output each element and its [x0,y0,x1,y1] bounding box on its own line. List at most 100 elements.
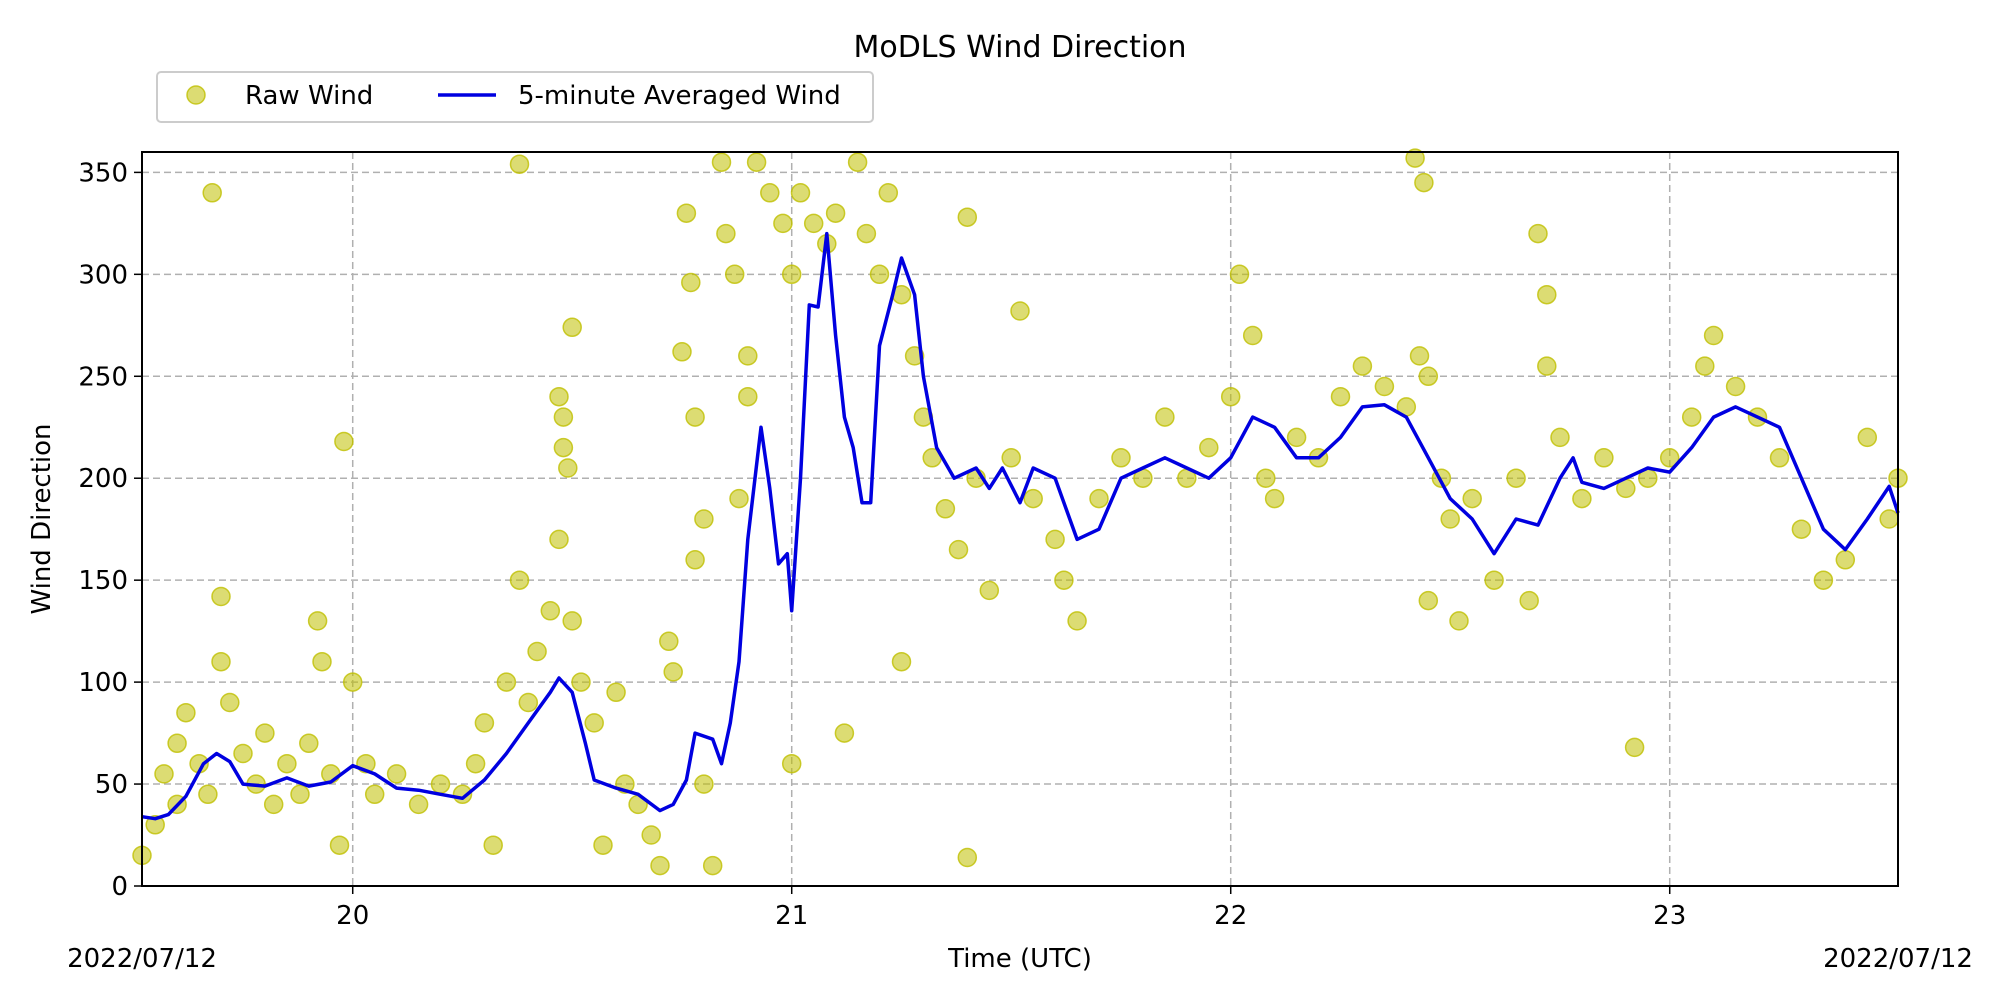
raw-wind-point [1286,427,1307,448]
raw-wind-point [1528,223,1548,244]
y-tick-label: 200 [78,464,128,494]
raw-wind-point [1374,376,1395,397]
raw-wind-point [878,183,899,203]
raw-wind-points [132,148,1908,876]
averaged-wind-series-line [141,231,1900,821]
x-axis-label: Time (UTC) [947,944,1092,974]
y-axis-label: Wind Direction [27,423,57,614]
raw-wind-point [1537,356,1557,376]
raw-wind-point [496,672,517,692]
raw-wind-point [1229,264,1250,285]
raw-wind-point [1352,356,1373,376]
raw-wind-point [342,672,363,692]
date-label-left: 2022/07/12 [67,944,217,974]
raw-wind-point [825,203,846,223]
y-tick-label: 300 [78,260,128,290]
legend-raw-wind-marker [186,85,206,105]
x-tick-label: 22 [1214,901,1247,931]
raw-wind-point [1045,529,1065,550]
raw-wind-point [1256,468,1276,488]
raw-wind-point [1506,468,1526,488]
raw-wind-point [834,723,855,743]
raw-wind-point [1572,488,1592,509]
raw-wind-point [1199,437,1219,458]
raw-wind-point [549,386,569,407]
raw-wind-point [1418,366,1439,387]
raw-wind-point [685,550,705,570]
raw-wind-point [211,651,231,672]
raw-wind-point [957,207,978,227]
raw-wind-point [1449,611,1469,631]
raw-wind-point [474,713,495,733]
raw-wind-point [935,499,956,519]
raw-wind-point [527,641,547,662]
axis-layer: 0 50 100 150 200 250 300 350 20 21 22 23 [78,158,1686,931]
raw-wind-point [307,611,328,631]
raw-wind-point [856,223,877,244]
raw-wind-point [847,152,868,172]
raw-wind-point [255,723,275,743]
plot-frame [141,151,1899,887]
legend: Raw Wind 5-minute Averaged Wind [156,71,874,123]
raw-wind-point [676,203,697,223]
raw-wind-point [1067,611,1087,631]
raw-wind-point [702,855,723,876]
y-tick-label: 250 [78,362,128,392]
raw-wind-point [781,264,802,285]
raw-wind-point [549,529,569,550]
raw-wind-point [562,317,582,338]
raw-wind-point [803,213,824,234]
raw-wind-point [518,692,539,713]
raw-wind-point [571,672,591,692]
raw-wind-point [1418,590,1439,611]
raw-wind-point [198,784,218,805]
raw-wind-point [334,431,354,452]
raw-wind-point [760,183,780,203]
raw-wind-point [1462,488,1482,509]
raw-wind-point [386,764,407,784]
legend-raw-wind-label: Raw Wind [245,81,373,111]
raw-wind-point [1405,148,1425,168]
raw-wind-point [1414,172,1434,193]
raw-wind-point [1681,407,1702,427]
raw-wind-point [694,774,714,794]
raw-wind-point [312,651,332,672]
raw-wind-point [1054,570,1074,590]
raw-wind-point [1089,488,1109,509]
x-tick-label: 23 [1653,901,1686,931]
chart-title: MoDLS Wind Direction [853,30,1186,65]
raw-wind-point [957,847,978,868]
raw-wind-point [145,815,165,835]
raw-wind-point [263,794,284,815]
raw-wind-point [979,580,1000,601]
raw-wind-point [1220,386,1241,407]
raw-wind-point [1023,488,1043,509]
raw-wind-point [553,437,574,458]
raw-wind-point [738,346,758,366]
raw-wind-point [1624,737,1645,758]
date-label-right: 2022/07/12 [1823,944,1973,974]
raw-wind-point [233,743,253,764]
raw-wind-point [659,631,679,652]
raw-wind-point [329,835,350,855]
raw-wind-point [948,539,969,560]
raw-wind-point [202,183,222,203]
raw-wind-point [1857,427,1878,448]
raw-wind-point [1594,448,1614,468]
raw-wind-point [430,774,451,794]
x-tick-label: 21 [775,901,808,931]
raw-wind-point [1111,448,1131,468]
raw-wind-point [1879,509,1899,529]
raw-wind-point [558,458,578,478]
raw-wind-point [1695,356,1715,376]
raw-wind-point [1409,346,1430,366]
raw-wind-point [1010,301,1030,321]
raw-wind-point [1484,570,1504,590]
raw-wind-point [1001,448,1021,468]
raw-wind-point [729,488,749,509]
y-tick-label: 50 [95,770,128,800]
raw-wind-point [540,601,561,621]
raw-wind-point [663,662,683,682]
